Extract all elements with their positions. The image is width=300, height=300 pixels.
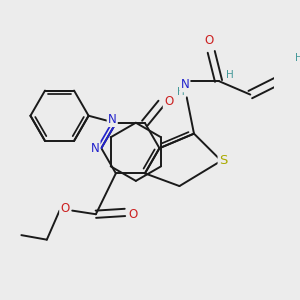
Text: O: O xyxy=(60,202,70,215)
Text: O: O xyxy=(205,34,214,47)
Text: N: N xyxy=(91,142,99,155)
Text: S: S xyxy=(219,154,227,167)
Text: O: O xyxy=(128,208,138,221)
Text: H: H xyxy=(226,70,234,80)
Text: H: H xyxy=(296,53,300,63)
Text: N: N xyxy=(181,78,189,91)
Text: O: O xyxy=(164,95,173,108)
Text: H: H xyxy=(177,87,185,97)
Text: N: N xyxy=(108,113,117,126)
